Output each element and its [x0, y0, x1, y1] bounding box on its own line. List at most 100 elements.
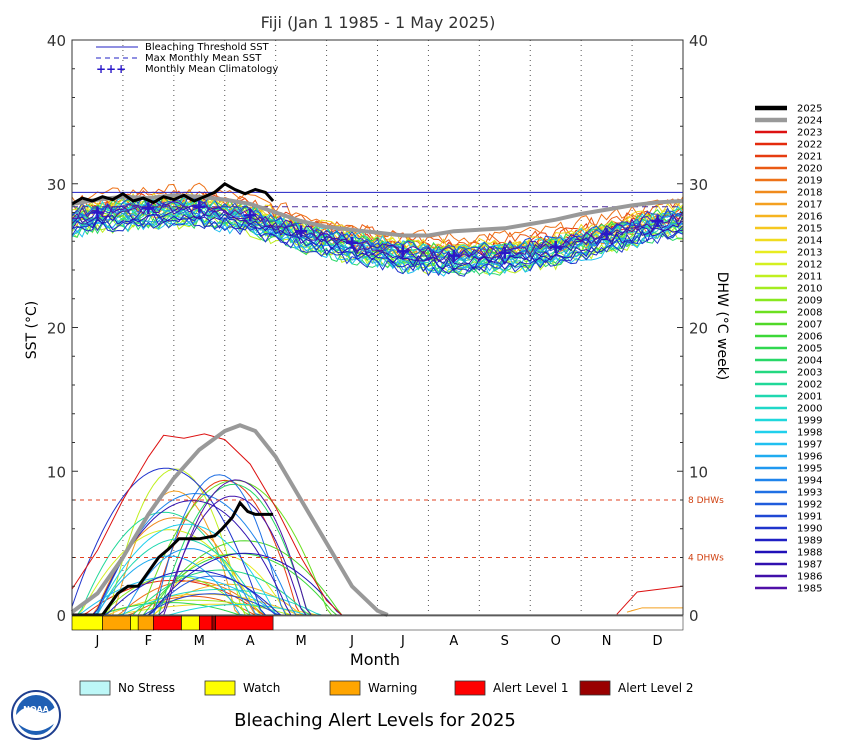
year-legend-label: 1992	[797, 500, 822, 511]
year-legend-label: 1993	[797, 488, 822, 499]
year-legend-label: 2025	[797, 104, 822, 115]
year-legend-label: 2023	[797, 128, 822, 139]
climatology-marker	[600, 228, 613, 241]
y-tick-label-left: 40	[47, 32, 66, 50]
sst-year-line	[71, 213, 684, 275]
x-tick-label: A	[449, 634, 458, 649]
year-legend-label: 2005	[797, 344, 822, 355]
alert-level-swatch	[579, 680, 611, 696]
legend-climatology-label: Monthly Mean Climatology	[145, 64, 278, 75]
alert-level-swatch	[329, 680, 361, 696]
dhw-reference-label: 8 DHWs	[688, 496, 724, 506]
climatology-marker	[193, 200, 206, 213]
year-legend-label: 2014	[797, 236, 822, 247]
year-legend-label: 1988	[797, 548, 822, 559]
year-legend-label: 1985	[797, 584, 822, 595]
alert-level-label: Alert Level 2	[618, 681, 694, 695]
year-legend-label: 2016	[797, 212, 822, 223]
year-legend-label: 2015	[797, 224, 822, 235]
alert-level-label: Alert Level 1	[493, 681, 569, 695]
year-legend-label: 1995	[797, 464, 822, 475]
x-tick-label: D	[653, 634, 663, 649]
y-axis-label-right: DHW (°C week)	[714, 272, 730, 381]
climatology-marker	[244, 209, 257, 222]
year-legend-label: 1989	[797, 536, 822, 547]
climatology-marker	[142, 202, 155, 215]
x-tick-label: J	[400, 634, 405, 649]
legend-threshold-label: Bleaching Threshold SST	[145, 42, 270, 53]
year-legend: 2025202420232022202120202019201820172016…	[755, 104, 822, 595]
sst-2025-line	[71, 181, 275, 206]
y-tick-label-left: 0	[56, 607, 66, 625]
alert-segment	[71, 615, 103, 631]
inset-legend: Bleaching Threshold SST Max Monthly Mean…	[96, 42, 278, 76]
sst-year-line	[71, 200, 684, 261]
year-legend-label: 2006	[797, 332, 822, 343]
y-tick-label-left: 10	[47, 463, 66, 481]
legend-mmm-label: Max Monthly Mean SST	[145, 53, 262, 64]
alert-level-label: No Stress	[118, 681, 175, 695]
alert-level-swatch	[204, 680, 236, 696]
year-legend-label: 2024	[797, 116, 822, 127]
year-legend-label: 2022	[797, 140, 822, 151]
alert-segment	[137, 615, 154, 631]
alert-segment	[198, 615, 213, 631]
year-legend-label: 2001	[797, 392, 822, 403]
sst-year-line	[71, 212, 684, 273]
year-legend-label: 2021	[797, 152, 822, 163]
year-legend-label: 2013	[797, 248, 822, 259]
year-legend-label: 1990	[797, 524, 822, 535]
y-axis-label-left: SST (°C)	[24, 301, 40, 359]
alert-segment	[102, 615, 131, 631]
y-tick-label-right: 20	[689, 320, 708, 338]
climatology-marker	[651, 215, 664, 228]
climatology-marker	[498, 246, 511, 259]
year-legend-label: 1991	[797, 512, 822, 523]
alert-level-label: Watch	[243, 681, 280, 695]
climatology-marker	[396, 245, 409, 258]
chart-title: Fiji (Jan 1 1985 - 1 May 2025)	[261, 13, 496, 32]
x-tick-label: O	[551, 634, 561, 649]
x-axis-label: Month	[350, 650, 400, 669]
alert-segment	[211, 615, 216, 631]
footer-title: Bleaching Alert Levels for 2025	[234, 710, 516, 731]
sst-year-line	[71, 213, 684, 271]
dhw-2023-line	[71, 433, 343, 616]
y-tick-label-right: 0	[689, 607, 699, 625]
alert-level-swatch	[454, 680, 486, 696]
alert-level-legend: No Stress Watch Warning Alert Level 1 Alert …	[79, 680, 694, 696]
x-tick-label: J	[95, 634, 100, 649]
y-tick-label-right: 10	[689, 463, 708, 481]
climatology-marker	[549, 241, 562, 253]
alert-segment	[215, 615, 274, 631]
dhw-2025-line	[72, 500, 274, 617]
year-legend-label: 2004	[797, 356, 822, 367]
year-legend-label: 2012	[797, 260, 822, 271]
year-legend-label: 2020	[797, 164, 822, 175]
sst-year-line	[71, 216, 684, 277]
climatology-marker	[295, 225, 308, 238]
y-tick-label-left: 20	[47, 320, 66, 338]
year-legend-label: 2011	[797, 272, 822, 283]
alert-segment	[153, 615, 182, 631]
dhw-tail-line	[626, 607, 683, 613]
dhw-2024-line	[70, 423, 389, 617]
alert-segment	[181, 615, 200, 631]
legend-climatology-swatch: +++	[96, 62, 126, 76]
y-tick-label-left: 30	[47, 176, 66, 194]
year-legend-label: 2019	[797, 176, 822, 187]
dhw-tail-line	[616, 585, 684, 615]
year-legend-label: 2017	[797, 200, 822, 211]
sst-year-line	[71, 218, 684, 277]
climatology-marker	[346, 236, 359, 249]
alert-bar-frame	[272, 615, 684, 631]
grid-layer	[122, 40, 633, 615]
axes-layer: 0 10 20 30 40 0 10 20 30 40 J F M A M J J A S O N D	[47, 32, 708, 649]
noaa-logo: NOAA	[11, 690, 61, 740]
year-legend-label: 2003	[797, 368, 822, 379]
year-legend-label: 1996	[797, 452, 822, 463]
plot-frame	[71, 39, 684, 616]
dhw-reference-label: 4 DHWs	[688, 554, 724, 564]
x-tick-label: S	[501, 634, 509, 649]
